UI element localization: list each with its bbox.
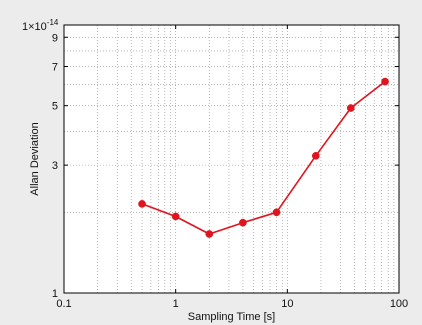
y-tick-label: 1	[52, 288, 58, 300]
y-axis-title: Allan Deviation	[29, 122, 41, 195]
multiplier-base: 1×10	[22, 21, 47, 33]
y-tick-label: 7	[52, 62, 58, 74]
data-point	[346, 104, 355, 112]
x-tick-label: 0.1	[56, 298, 71, 310]
data-point	[272, 208, 281, 217]
data-point	[205, 230, 214, 238]
data-point	[311, 151, 320, 160]
x-tick-label: 1	[173, 298, 179, 310]
y-tick-label: 3	[52, 160, 58, 172]
x-tick-label: 10	[281, 298, 293, 310]
plot-area	[64, 25, 399, 293]
y-multiplier-label: 1×10-14	[22, 18, 59, 33]
y-tick-label: 5	[52, 101, 58, 113]
x-tick-label: 100	[390, 298, 408, 310]
data-point	[171, 212, 180, 221]
grid-lines	[64, 25, 399, 293]
multiplier-exponent: -14	[47, 18, 59, 27]
y-tick-labels: 1 3 5 7 9	[52, 32, 58, 300]
data-point	[381, 77, 389, 86]
data-point	[138, 200, 146, 208]
y-tick-label: 9	[52, 32, 58, 44]
x-axis-title: Sampling Time [s]	[188, 311, 275, 323]
plot-frame	[63, 24, 400, 294]
data-point	[239, 218, 247, 227]
x-tick-labels: 0.1 1 10 100	[56, 298, 408, 310]
data-series	[138, 77, 389, 238]
tick-marks	[63, 25, 400, 294]
series-line	[141, 80, 386, 235]
